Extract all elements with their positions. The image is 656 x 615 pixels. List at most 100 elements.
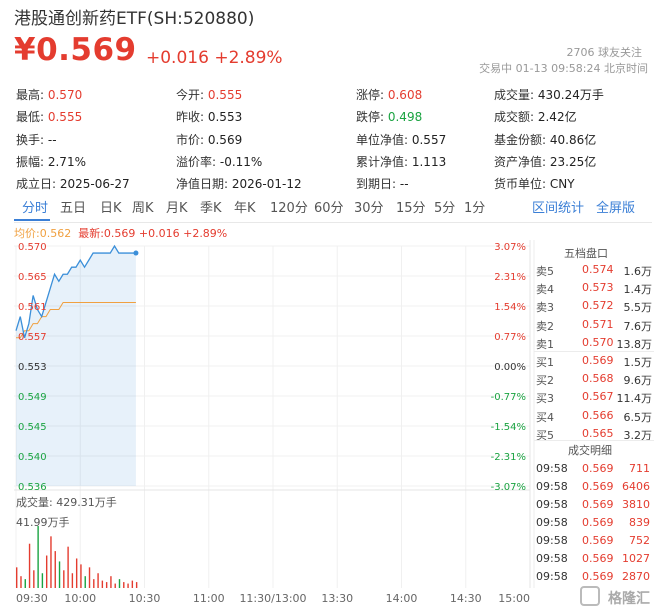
orderbook-price: 0.567 [582, 390, 614, 404]
orderbook-volume: 1.5万 [623, 356, 653, 369]
orderbook-label: 卖3 [536, 301, 554, 315]
orderbook-label: 卖1 [536, 337, 554, 351]
stat-value: -- [44, 132, 57, 147]
volume-bar [24, 579, 26, 588]
y-tick-left: 0.549 [18, 392, 47, 403]
orderbook-label: 卖2 [536, 319, 554, 333]
volume-bar [16, 567, 18, 588]
tabs-divider [14, 222, 652, 223]
orderbook-volume: 3.2万 [623, 428, 653, 442]
stat-label: 累计净值: [356, 154, 409, 169]
y-tick-right: -0.77% [491, 392, 526, 403]
tab-3[interactable]: 周K [132, 201, 154, 216]
volume-bar [114, 583, 116, 588]
stat-label: 资产净值: [494, 154, 547, 169]
x-tick: 14:00 [386, 592, 418, 605]
stat-value: 2.42亿 [534, 110, 577, 125]
volume-bar [93, 579, 95, 588]
volume-bar [131, 580, 134, 588]
stat-value: 0.553 [204, 110, 243, 125]
stat-value: CNY [546, 177, 575, 192]
watermark-logo-icon [580, 586, 600, 606]
stat-1-3: 成交额: 2.42亿 [494, 108, 577, 125]
stat-label: 昨收: [176, 110, 205, 125]
stat-label: 净值日期: [176, 177, 229, 192]
stat-value: 0.608 [384, 88, 423, 102]
stat-label: 成立日: [16, 177, 57, 192]
orderbook-price: 0.568 [582, 372, 614, 386]
followers-count[interactable]: 2706 球友关注 [566, 46, 643, 59]
tab-0[interactable]: 分时 [22, 201, 49, 216]
y-tick-right: 3.07% [494, 242, 526, 253]
y-tick-left: 0.557 [18, 332, 47, 343]
tab-10[interactable]: 15分 [396, 201, 426, 216]
trade-price: 0.569 [582, 462, 614, 475]
trade-row: 09:58 0.569 1027 [536, 552, 652, 570]
tab-4[interactable]: 月K [166, 201, 188, 216]
tab-6[interactable]: 年K [234, 201, 256, 216]
orderbook-price: 0.572 [582, 299, 614, 313]
stat-2-2: 单位净值: 0.557 [356, 131, 446, 148]
tab-9[interactable]: 30分 [354, 201, 384, 216]
stat-value: 2.71% [44, 154, 86, 169]
volume-bar [28, 543, 31, 588]
stat-value: 0.557 [408, 132, 447, 147]
orderbook-volume: 1.6万 [623, 265, 653, 278]
trade-time: 09:58 [536, 516, 568, 529]
tab-8[interactable]: 60分 [314, 201, 344, 216]
fullscreen-link[interactable]: 全屏版 [596, 201, 636, 216]
stat-2-0: 换手: -- [16, 131, 57, 148]
x-tick: 09:30 [16, 592, 48, 605]
stat-4-2: 到期日: -- [356, 175, 409, 192]
volume-bar [118, 579, 121, 588]
orderbook-price: 0.574 [582, 263, 614, 276]
stat-value: 0.569 [204, 132, 243, 147]
tab-7[interactable]: 120分 [270, 201, 308, 216]
tab-2[interactable]: 日K [100, 201, 122, 216]
stat-label: 到期日: [356, 177, 397, 192]
tab-11[interactable]: 5分 [434, 201, 456, 216]
y-tick-left: 0.540 [18, 452, 47, 463]
trade-volume: 711 [629, 462, 650, 475]
orderbook-row: 卖4 0.573 1.4万 [536, 281, 652, 299]
stat-label: 振幅: [16, 154, 45, 169]
stat-1-2: 跌停: 0.498 [356, 108, 422, 125]
stat-value: 40.86亿 [546, 132, 597, 147]
volume-bar [63, 570, 65, 588]
y-tick-right: 0.00% [494, 362, 526, 373]
tab-5[interactable]: 季K [200, 201, 222, 216]
x-tick: 15:00 [498, 592, 530, 605]
orderbook-row: 买4 0.566 6.5万 [536, 409, 652, 427]
tab-1[interactable]: 五日 [60, 201, 87, 216]
trade-time: 09:58 [536, 498, 568, 511]
orderbook-divider [534, 351, 654, 352]
stat-4-0: 成立日: 2025-06-27 [16, 175, 130, 192]
trading-status: 交易中 01-13 09:58:24 北京时间 [479, 62, 648, 75]
volume-bar [88, 567, 91, 588]
stat-label: 成交量: [494, 88, 535, 102]
stat-label: 市价: [176, 132, 205, 147]
stat-value: 1.113 [408, 154, 447, 169]
volume-bar [101, 580, 104, 588]
trade-price: 0.569 [582, 570, 614, 583]
y-tick-left: 0.570 [18, 242, 47, 253]
range-stats-link[interactable]: 区间统计 [532, 201, 585, 216]
orderbook-price: 0.570 [582, 335, 614, 349]
orderbook-price: 0.569 [582, 354, 614, 367]
tab-12[interactable]: 1分 [464, 201, 486, 216]
orderbook-volume: 11.4万 [616, 392, 653, 406]
stat-label: 涨停: [356, 88, 385, 102]
trade-row: 09:58 0.569 6406 [536, 480, 652, 498]
volume-bar [105, 582, 108, 588]
trades-title: 成交明细 [568, 444, 612, 457]
y-tick-right: 1.54% [494, 302, 526, 313]
stat-0-3: 成交量: 430.24万手 [494, 86, 604, 103]
trade-time: 09:58 [536, 570, 568, 583]
orderbook-row: 卖3 0.572 5.5万 [536, 299, 652, 317]
stat-value: -0.11% [216, 154, 263, 169]
stat-1-1: 昨收: 0.553 [176, 108, 242, 125]
volume-bar [50, 536, 52, 588]
trade-time: 09:58 [536, 534, 568, 547]
x-tick: 10:30 [129, 592, 161, 605]
